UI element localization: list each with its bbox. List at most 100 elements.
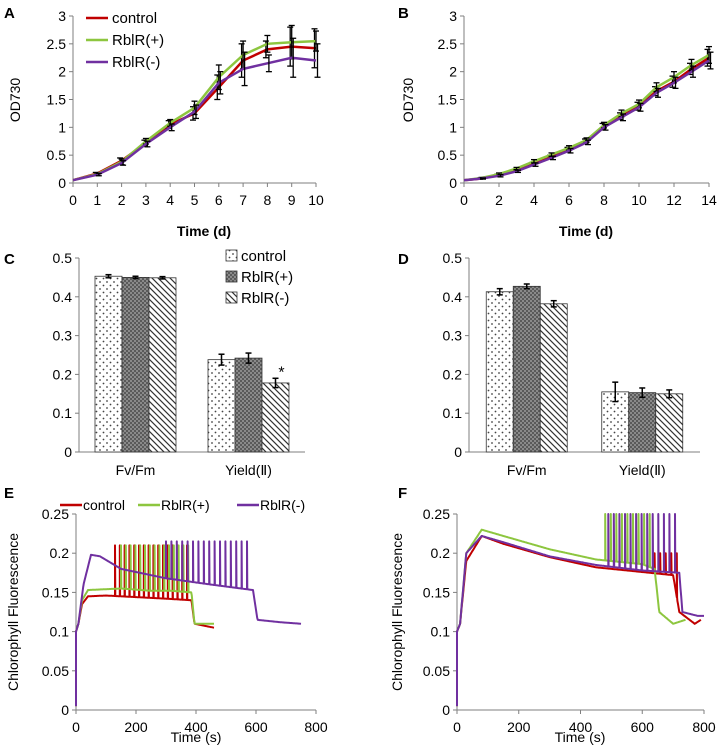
series-trace-control xyxy=(75,544,215,707)
panel-d-bar-chart: 0 0.1 0.2 0.3 0.4 0.5 Fv/Fm Yield(Ⅱ) xyxy=(443,250,700,478)
x-tick-label: 800 xyxy=(304,719,328,735)
legend-label: RblR(+) xyxy=(241,269,293,286)
y-tick-label: 0.3 xyxy=(53,328,73,344)
x-tick-label: 1 xyxy=(93,192,101,208)
x-tick-label: 200 xyxy=(124,719,148,735)
bar-rblr xyxy=(539,303,568,453)
x-axis-title: Time (s) xyxy=(555,729,606,745)
y-tick-label: 2.5 xyxy=(47,36,67,52)
y-tick-label: 0.2 xyxy=(50,545,70,561)
x-tick-label: 4 xyxy=(530,192,538,208)
x-tick-label: 6 xyxy=(565,192,573,208)
panel-label-c: C xyxy=(4,251,15,268)
x-tick-label: 7 xyxy=(239,192,247,208)
legend-swatch xyxy=(225,270,238,283)
legend-label: RblR(-) xyxy=(260,497,305,513)
x-tick-label: 200 xyxy=(507,719,531,735)
y-tick-label: 0 xyxy=(58,175,66,191)
y-tick-label: 0.5 xyxy=(443,250,463,266)
bar-control xyxy=(94,275,123,453)
bar-control xyxy=(485,291,514,453)
series-line-rblr xyxy=(72,56,317,182)
y-tick-label: 1.5 xyxy=(47,92,67,108)
bar-rblr xyxy=(628,392,657,453)
bar-rblr xyxy=(261,382,290,453)
legend-label: control xyxy=(241,248,286,265)
panel-label-d: D xyxy=(398,251,409,268)
y-tick-label: 0 xyxy=(61,702,69,718)
x-tick-label: 600 xyxy=(631,719,655,735)
x-tick-label: 0 xyxy=(69,192,77,208)
legend-label: RblR(+) xyxy=(161,497,210,513)
series-trace-control xyxy=(456,535,702,707)
y-tick-label: 0.2 xyxy=(443,366,463,382)
category-label: Yield(Ⅱ) xyxy=(225,462,272,478)
y-axis-title: Chlorophyll Fluorescence xyxy=(389,533,405,691)
category-label: Fv/Fm xyxy=(507,462,547,478)
bar-control xyxy=(207,359,236,453)
y-tick-label: 0.15 xyxy=(423,584,450,600)
y-tick-label: 0.25 xyxy=(423,506,450,522)
y-tick-label: 1 xyxy=(58,119,66,135)
y-tick-label: 0.2 xyxy=(53,366,73,382)
series-trace-rblr xyxy=(456,513,705,707)
legend-label: RblR(+) xyxy=(112,32,164,49)
y-axis-title: OD730 xyxy=(7,78,23,123)
significance-asterisk: * xyxy=(278,364,284,381)
x-tick-label: 8 xyxy=(264,192,272,208)
x-axis-title: Time (d) xyxy=(177,223,231,239)
x-tick-label: 5 xyxy=(191,192,199,208)
x-axis-title: Time (s) xyxy=(171,729,222,745)
y-axis-title: OD730 xyxy=(400,78,416,123)
legend-label: RblR(-) xyxy=(112,54,160,71)
x-tick-label: 0 xyxy=(453,719,461,735)
x-tick-label: 400 xyxy=(184,719,208,735)
series-line-rblr xyxy=(463,53,710,182)
x-tick-label: 4 xyxy=(166,192,174,208)
legend-label: RblR(-) xyxy=(241,290,289,307)
y-tick-label: 2 xyxy=(58,64,66,80)
panel-c-bar-chart: 0 0.1 0.2 0.3 0.4 0.5 Fv/Fm * Yield(Ⅱ) control Rbl… xyxy=(53,248,305,478)
bar-rblr xyxy=(234,357,263,453)
x-axis-title: Time (d) xyxy=(559,223,613,239)
x-tick-label: 2 xyxy=(495,192,503,208)
y-tick-label: 0.1 xyxy=(443,405,463,421)
x-tick-label: 600 xyxy=(244,719,268,735)
x-tick-label: 9 xyxy=(288,192,296,208)
y-tick-label: 0 xyxy=(454,444,462,460)
legend-label: control xyxy=(112,10,157,27)
series-line-rblr xyxy=(463,59,710,182)
legend-label: control xyxy=(83,497,125,513)
y-tick-label: 1 xyxy=(449,119,457,135)
x-tick-label: 800 xyxy=(692,719,716,735)
x-tick-label: 10 xyxy=(631,192,647,208)
y-tick-label: 0.5 xyxy=(53,250,73,266)
y-tick-label: 0.4 xyxy=(443,289,463,305)
series-trace-rblr xyxy=(456,513,686,707)
y-tick-label: 2.5 xyxy=(438,36,458,52)
x-tick-label: 2 xyxy=(118,192,126,208)
panel-label-e: E xyxy=(4,485,14,502)
y-tick-label: 0 xyxy=(64,444,72,460)
panel-f-fluorescence-chart: 0 0.05 0.1 0.15 0.2 0.25 0 200 400 600 800 Time (s)… xyxy=(389,506,716,745)
y-tick-label: 0.1 xyxy=(431,624,451,640)
bar-rblr xyxy=(655,393,684,453)
bar-rblr xyxy=(512,285,541,453)
y-tick-label: 0.5 xyxy=(438,147,458,163)
legend-swatch xyxy=(225,291,238,304)
x-tick-label: 6 xyxy=(215,192,223,208)
series-trace-rblr xyxy=(75,540,302,707)
category-label: Yield(Ⅱ) xyxy=(619,462,666,478)
x-tick-label: 3 xyxy=(142,192,150,208)
panel-b-growth-chart: 0 0.5 1 1.5 2 2.5 3 0 2 4 6 8 10 12 14 Time (d) OD730 xyxy=(400,8,717,239)
y-tick-label: 0 xyxy=(449,175,457,191)
panel-e-fluorescence-chart: 0 0.05 0.1 0.15 0.2 0.25 0 200 400 600 800 Time (s)… xyxy=(5,497,328,745)
x-tick-label: 400 xyxy=(569,719,593,735)
panel-label-b: B xyxy=(398,5,409,22)
y-tick-label: 0.25 xyxy=(42,506,69,522)
x-tick-label: 0 xyxy=(72,719,80,735)
y-axis-title: Chlorophyll Fluorescence xyxy=(5,533,21,691)
y-tick-label: 0.4 xyxy=(53,289,73,305)
panel-label-f: F xyxy=(398,485,407,502)
